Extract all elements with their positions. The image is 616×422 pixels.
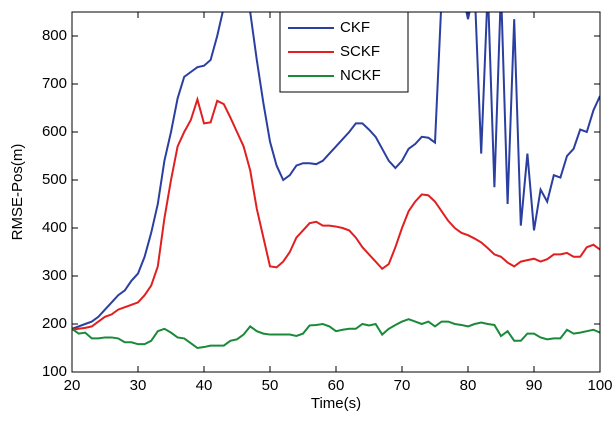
data-line xyxy=(72,12,600,330)
y-tick-label: 800 xyxy=(42,27,67,44)
x-tick-label: 30 xyxy=(130,377,147,394)
y-tick-label: 300 xyxy=(42,267,67,284)
y-tick-label: 400 xyxy=(42,219,67,236)
y-tick-label: 700 xyxy=(42,75,67,92)
x-tick-label: 40 xyxy=(196,377,213,394)
data-line xyxy=(72,95,600,331)
y-axis-label: RMSE-Pos(m) xyxy=(9,144,26,241)
y-tick-label: 200 xyxy=(42,315,67,332)
legend-label: NCKF xyxy=(340,67,381,84)
x-tick-label: 20 xyxy=(64,377,81,394)
x-tick-label: 100 xyxy=(587,377,612,394)
plot-area xyxy=(72,12,600,350)
x-axis-label: Time(s) xyxy=(311,395,361,412)
legend-label: CKF xyxy=(340,19,370,36)
y-tick-label: 100 xyxy=(42,363,67,380)
x-tick-label: 50 xyxy=(262,377,279,394)
x-tick-label: 90 xyxy=(526,377,543,394)
y-tick-label: 500 xyxy=(42,171,67,188)
legend-label: SCKF xyxy=(340,43,380,60)
data-line xyxy=(72,318,600,350)
x-tick-label: 70 xyxy=(394,377,411,394)
y-tick-label: 600 xyxy=(42,123,67,140)
x-tick-label: 60 xyxy=(328,377,345,394)
x-tick-label: 80 xyxy=(460,377,477,394)
